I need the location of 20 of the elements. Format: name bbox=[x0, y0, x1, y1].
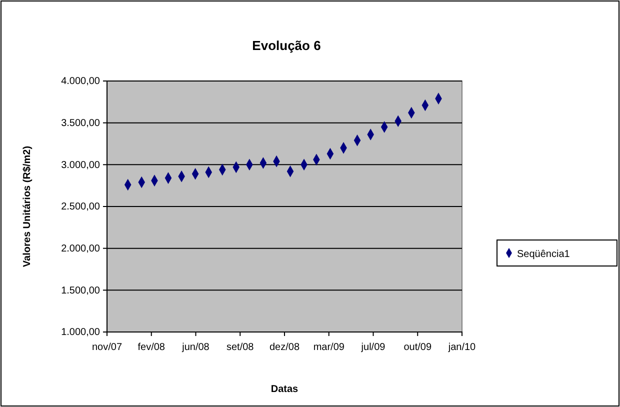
y-tick-label: 1.000,00 bbox=[61, 327, 100, 338]
y-axis-title: Valores Unitários (R$/m2) bbox=[22, 146, 33, 268]
x-tick-label: jun/08 bbox=[181, 342, 210, 353]
x-axis-title: Datas bbox=[270, 384, 299, 395]
x-tick-label: jan/10 bbox=[447, 342, 476, 353]
x-tick-label: nov/07 bbox=[92, 342, 122, 353]
y-tick-label: 4.000,00 bbox=[61, 76, 100, 88]
x-tick-label: jul/09 bbox=[360, 342, 386, 353]
y-tick-label: 3.000,00 bbox=[61, 160, 100, 171]
legend-label: Seqüência1 bbox=[517, 249, 570, 260]
y-tick-label: 3.500,00 bbox=[61, 118, 100, 130]
x-tick-label: out/09 bbox=[404, 342, 432, 353]
x-tick-label: mar/09 bbox=[313, 342, 345, 353]
y-tick-label: 2.000,00 bbox=[61, 244, 100, 255]
y-tick-label: 2.500,00 bbox=[61, 202, 100, 213]
y-tick-label: 1.500,00 bbox=[61, 285, 100, 296]
chart-title: Evolução 6 bbox=[252, 38, 321, 53]
x-tick-label: fev/08 bbox=[138, 342, 166, 353]
x-tick-label: dez/08 bbox=[269, 342, 300, 353]
x-tick-label: set/08 bbox=[226, 342, 254, 353]
